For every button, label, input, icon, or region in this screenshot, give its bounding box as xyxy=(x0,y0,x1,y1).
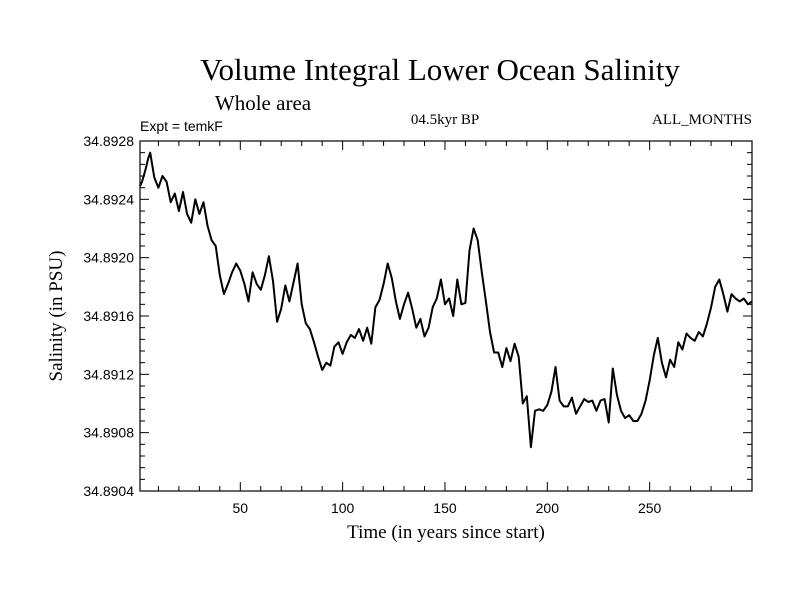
y-tick-label: 34.8928 xyxy=(83,133,134,149)
months-label: ALL_MONTHS xyxy=(652,112,752,128)
y-axis-label: Salinity (in PSU) xyxy=(46,251,67,382)
x-axis-label: Time (in years since start) xyxy=(347,522,545,543)
x-tick-label: 100 xyxy=(331,500,355,516)
x-tick-label: 50 xyxy=(233,500,249,516)
y-tick-label: 34.8904 xyxy=(83,483,134,499)
x-axis-ticks: 50 100 150 200 250 xyxy=(157,141,733,516)
chart-subtitle: Whole area xyxy=(215,91,312,115)
y-tick-label: 34.8908 xyxy=(83,425,134,441)
x-tick-label: 200 xyxy=(536,500,560,516)
y-tick-label: 34.8924 xyxy=(83,191,134,207)
y-axis-ticks: 34.8904 34.8908 34.8912 34.8916 34.8920 34.89… xyxy=(83,133,752,499)
y-tick-label: 34.8912 xyxy=(83,366,134,382)
x-tick-label: 150 xyxy=(433,500,457,516)
y-tick-label: 34.8920 xyxy=(83,250,134,266)
experiment-label: Expt = temkF xyxy=(140,118,223,134)
x-tick-label: 250 xyxy=(638,500,662,516)
period-label: 04.5kyr BP xyxy=(411,112,479,128)
salinity-series-line xyxy=(139,151,753,449)
y-tick-label: 34.8916 xyxy=(83,308,134,324)
chart-title: Volume Integral Lower Ocean Salinity xyxy=(200,52,680,87)
plot-frame xyxy=(139,140,753,492)
